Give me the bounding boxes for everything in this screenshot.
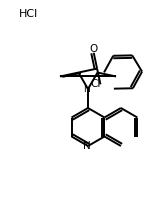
Text: N: N <box>84 85 90 94</box>
Text: HCl: HCl <box>18 9 38 19</box>
Text: N: N <box>83 141 91 151</box>
Text: O: O <box>90 44 98 54</box>
Text: Cl: Cl <box>90 79 101 89</box>
